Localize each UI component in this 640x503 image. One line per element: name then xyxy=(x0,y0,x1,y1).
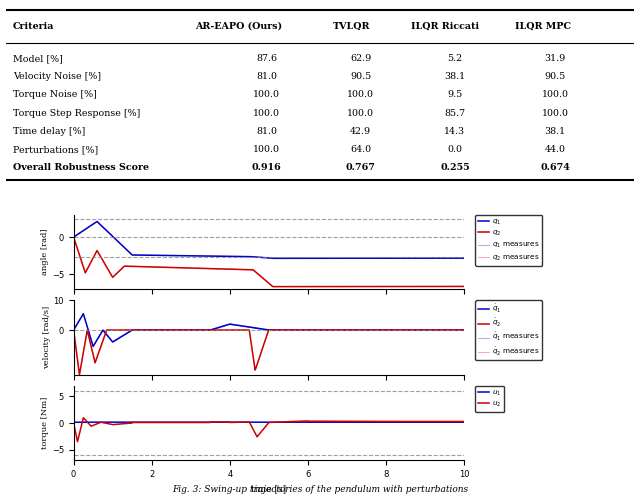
Text: 0.0: 0.0 xyxy=(447,145,462,154)
Text: TVLQR: TVLQR xyxy=(333,22,370,31)
Text: 81.0: 81.0 xyxy=(256,127,277,136)
Text: Velocity Noise [%]: Velocity Noise [%] xyxy=(13,72,100,81)
Y-axis label: torque [Nm]: torque [Nm] xyxy=(41,397,49,449)
Text: 100.0: 100.0 xyxy=(348,91,374,100)
Text: 38.1: 38.1 xyxy=(545,127,566,136)
Legend: $q_1$, $q_2$, $q_1$ measures, $q_2$ measures: $q_1$, $q_2$, $q_1$ measures, $q_2$ meas… xyxy=(476,215,543,266)
Text: 100.0: 100.0 xyxy=(253,145,280,154)
Text: Perturbations [%]: Perturbations [%] xyxy=(13,145,98,154)
Text: 85.7: 85.7 xyxy=(444,109,465,118)
Text: 81.0: 81.0 xyxy=(256,72,277,81)
Y-axis label: angle [rad]: angle [rad] xyxy=(41,229,49,275)
Text: 100.0: 100.0 xyxy=(541,91,569,100)
X-axis label: time [s]: time [s] xyxy=(252,484,286,493)
Text: 14.3: 14.3 xyxy=(444,127,465,136)
Text: ILQR Riccati: ILQR Riccati xyxy=(412,22,479,31)
Y-axis label: velocity [rad/s]: velocity [rad/s] xyxy=(43,306,51,369)
Text: Model [%]: Model [%] xyxy=(13,54,63,63)
Text: 100.0: 100.0 xyxy=(253,91,280,100)
Text: 42.9: 42.9 xyxy=(350,127,371,136)
Text: 31.9: 31.9 xyxy=(545,54,566,63)
Text: 0.674: 0.674 xyxy=(540,163,570,172)
Text: 87.6: 87.6 xyxy=(256,54,277,63)
Text: 100.0: 100.0 xyxy=(253,109,280,118)
Text: 90.5: 90.5 xyxy=(350,72,371,81)
Legend: $u_1$, $u_2$: $u_1$, $u_2$ xyxy=(476,386,504,412)
Text: Torque Step Response [%]: Torque Step Response [%] xyxy=(13,109,140,118)
Text: 90.5: 90.5 xyxy=(545,72,566,81)
Text: 100.0: 100.0 xyxy=(541,109,569,118)
Text: Time delay [%]: Time delay [%] xyxy=(13,127,85,136)
Text: Fig. 3: Swing-up trajectories of the pendulum with perturbations: Fig. 3: Swing-up trajectories of the pen… xyxy=(172,485,468,494)
Text: ILQR MPC: ILQR MPC xyxy=(515,22,571,31)
Text: AR-EAPO (Ours): AR-EAPO (Ours) xyxy=(195,22,282,31)
Text: Criteria: Criteria xyxy=(13,22,54,31)
Text: 5.2: 5.2 xyxy=(447,54,463,63)
Text: 38.1: 38.1 xyxy=(444,72,465,81)
Text: 0.916: 0.916 xyxy=(252,163,282,172)
Text: 9.5: 9.5 xyxy=(447,91,463,100)
Text: 44.0: 44.0 xyxy=(545,145,566,154)
Text: 64.0: 64.0 xyxy=(350,145,371,154)
Text: 0.255: 0.255 xyxy=(440,163,470,172)
Text: 0.767: 0.767 xyxy=(346,163,376,172)
Legend: $\dot{q}_1$, $\dot{q}_2$, $\dot{q}_1$ measures, $\dot{q}_2$ measures: $\dot{q}_1$, $\dot{q}_2$, $\dot{q}_1$ me… xyxy=(476,300,543,361)
Text: Torque Noise [%]: Torque Noise [%] xyxy=(13,91,97,100)
Text: 62.9: 62.9 xyxy=(350,54,371,63)
Text: 100.0: 100.0 xyxy=(348,109,374,118)
Text: Overall Robustness Score: Overall Robustness Score xyxy=(13,163,148,172)
